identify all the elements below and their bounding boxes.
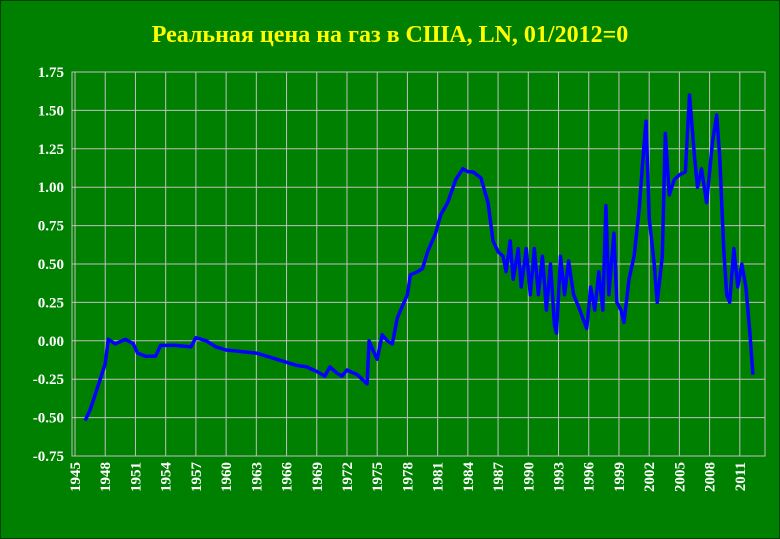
y-tick-label: -0.75 <box>33 449 64 465</box>
x-tick-label: 1990 <box>521 462 537 492</box>
y-tick-label: -0.50 <box>33 411 64 427</box>
x-tick-label: 1948 <box>98 462 114 492</box>
y-tick-label: 0.25 <box>38 295 64 311</box>
y-tick-label: 0.75 <box>38 219 64 235</box>
x-tick-label: 1999 <box>612 462 628 492</box>
x-tick-label: 1969 <box>310 462 326 492</box>
chart-title: Реальная цена на газ в США, LN, 01/2012=… <box>152 22 629 48</box>
x-tick-label: 2002 <box>642 462 658 492</box>
x-tick-label: 1981 <box>431 462 447 492</box>
y-tick-label: -0.25 <box>33 372 64 388</box>
x-tick-label: 1951 <box>128 462 144 492</box>
x-tick-label: 1954 <box>159 462 175 493</box>
y-tick-label: 1.00 <box>38 180 64 196</box>
y-tick-label: 0.50 <box>38 257 64 273</box>
x-tick-label: 1945 <box>68 462 84 492</box>
x-tick-label: 2008 <box>703 462 719 492</box>
y-tick-label: 1.75 <box>38 65 64 81</box>
y-tick-label: 0.00 <box>38 334 64 350</box>
x-tick-label: 1960 <box>219 462 235 492</box>
x-tick-label: 1966 <box>280 462 296 493</box>
x-tick-label: 1972 <box>340 462 356 492</box>
x-tick-label: 1984 <box>461 462 477 493</box>
x-tick-label: 1996 <box>582 462 598 493</box>
x-tick-label: 1975 <box>370 462 386 492</box>
data-line <box>83 93 755 422</box>
x-tick-label: 1987 <box>491 461 507 492</box>
x-tick-label: 1963 <box>249 462 265 492</box>
x-tick-label: 1957 <box>189 462 205 493</box>
x-tick-label: 1978 <box>400 462 416 492</box>
x-tick-label: 1993 <box>552 462 568 492</box>
x-tick-label: 2005 <box>672 462 688 492</box>
x-tick-label: 2011 <box>733 462 749 491</box>
y-tick-label: 1.50 <box>38 103 64 119</box>
y-tick-label: 1.25 <box>38 142 64 158</box>
